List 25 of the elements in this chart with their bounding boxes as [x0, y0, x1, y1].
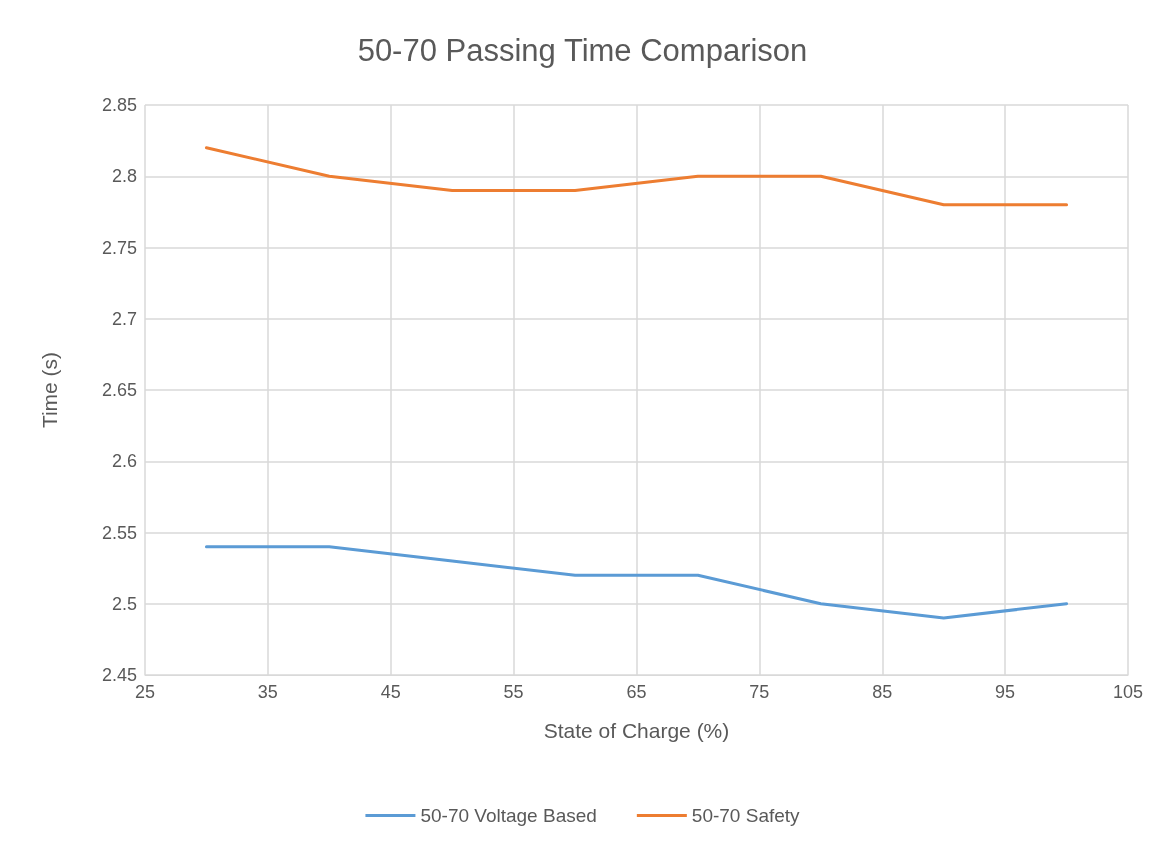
legend-label: 50-70 Safety — [691, 805, 801, 826]
y-tick-label: 2.75 — [101, 237, 137, 258]
line-series — [204, 545, 1069, 620]
y-tick-label: 2.85 — [101, 95, 137, 115]
y-tick-label: 2.7 — [111, 308, 137, 329]
x-tick-label: 85 — [872, 682, 893, 702]
y-tick-label: 2.5 — [111, 593, 137, 614]
y-tick-label: 2.55 — [101, 522, 137, 543]
y-tick-label: 2.8 — [111, 166, 137, 187]
y-tick-label: 2.6 — [111, 451, 137, 472]
x-tick-label: 35 — [257, 682, 278, 702]
chart-title: 50-70 Passing Time Comparison — [357, 33, 808, 68]
x-tick-label: 45 — [380, 682, 401, 702]
y-axis-title: Time (s) — [38, 351, 61, 429]
x-tick-label: 105 — [1112, 682, 1144, 702]
x-tick-label: 65 — [626, 682, 647, 702]
x-tick-label: 95 — [995, 682, 1016, 702]
x-tick-label: 55 — [503, 682, 524, 702]
x-axis-title: State of Charge (%) — [543, 719, 730, 742]
line-series — [204, 146, 1069, 207]
legend-label: 50-70 Voltage Based — [420, 805, 597, 826]
x-tick-label: 75 — [749, 682, 770, 702]
y-tick-label: 2.65 — [101, 380, 137, 400]
y-tick-label: 2.45 — [101, 665, 137, 685]
x-tick-label: 25 — [134, 682, 156, 702]
